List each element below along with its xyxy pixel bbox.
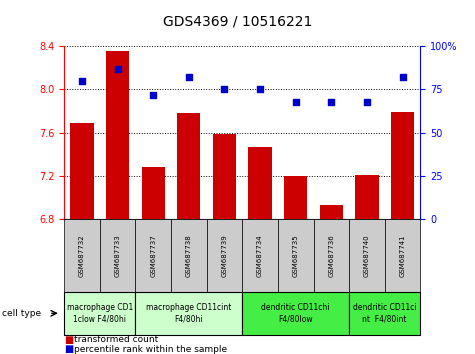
Text: percentile rank within the sample: percentile rank within the sample (74, 345, 227, 354)
Bar (213, 134, 236, 219)
Bar (142, 167, 165, 219)
Point (78, 78, 86, 84)
Point (399, 74, 407, 80)
Bar (355, 175, 379, 219)
Text: macrophage CD1
1clow F4/80hi: macrophage CD1 1clow F4/80hi (66, 303, 133, 323)
Text: ■: ■ (64, 344, 73, 354)
Point (256, 86, 264, 92)
Point (292, 99, 299, 104)
Text: GSM687736: GSM687736 (328, 234, 334, 277)
Text: transformed count: transformed count (74, 336, 158, 344)
Text: ■: ■ (64, 335, 73, 345)
Text: cell type: cell type (2, 309, 41, 318)
Point (185, 74, 193, 80)
Point (149, 92, 157, 97)
Bar (320, 205, 343, 219)
Point (328, 99, 335, 104)
Text: dendritic CD11chi
F4/80low: dendritic CD11chi F4/80low (261, 303, 330, 323)
Point (114, 66, 122, 72)
Bar (248, 147, 272, 219)
Text: GSM687738: GSM687738 (186, 234, 192, 277)
Point (220, 86, 228, 92)
Text: GSM687733: GSM687733 (114, 234, 121, 277)
Text: GSM687741: GSM687741 (399, 234, 406, 277)
Text: GSM687735: GSM687735 (293, 234, 299, 277)
Text: GSM687732: GSM687732 (79, 234, 85, 277)
Bar (284, 176, 307, 219)
Bar (391, 112, 414, 219)
Bar (177, 113, 200, 219)
Text: GSM687737: GSM687737 (150, 234, 156, 277)
Text: dendritic CD11ci
nt  F4/80int: dendritic CD11ci nt F4/80int (353, 303, 417, 323)
Text: GSM687734: GSM687734 (257, 234, 263, 277)
Bar (106, 51, 129, 219)
Bar (70, 123, 94, 219)
Text: GSM687739: GSM687739 (221, 234, 228, 277)
Text: macrophage CD11cint
F4/80hi: macrophage CD11cint F4/80hi (146, 303, 231, 323)
Text: GDS4369 / 10516221: GDS4369 / 10516221 (163, 14, 312, 28)
Point (363, 99, 371, 104)
Text: GSM687740: GSM687740 (364, 234, 370, 277)
